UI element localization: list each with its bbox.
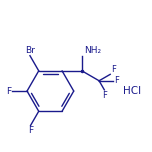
- Text: HCl: HCl: [123, 86, 141, 96]
- Text: F: F: [6, 86, 11, 96]
- Text: F: F: [111, 65, 116, 74]
- Text: Br: Br: [25, 46, 35, 55]
- Text: F: F: [28, 126, 33, 135]
- Text: F: F: [102, 91, 107, 100]
- Text: F: F: [114, 76, 119, 85]
- Text: NH₂: NH₂: [84, 46, 101, 55]
